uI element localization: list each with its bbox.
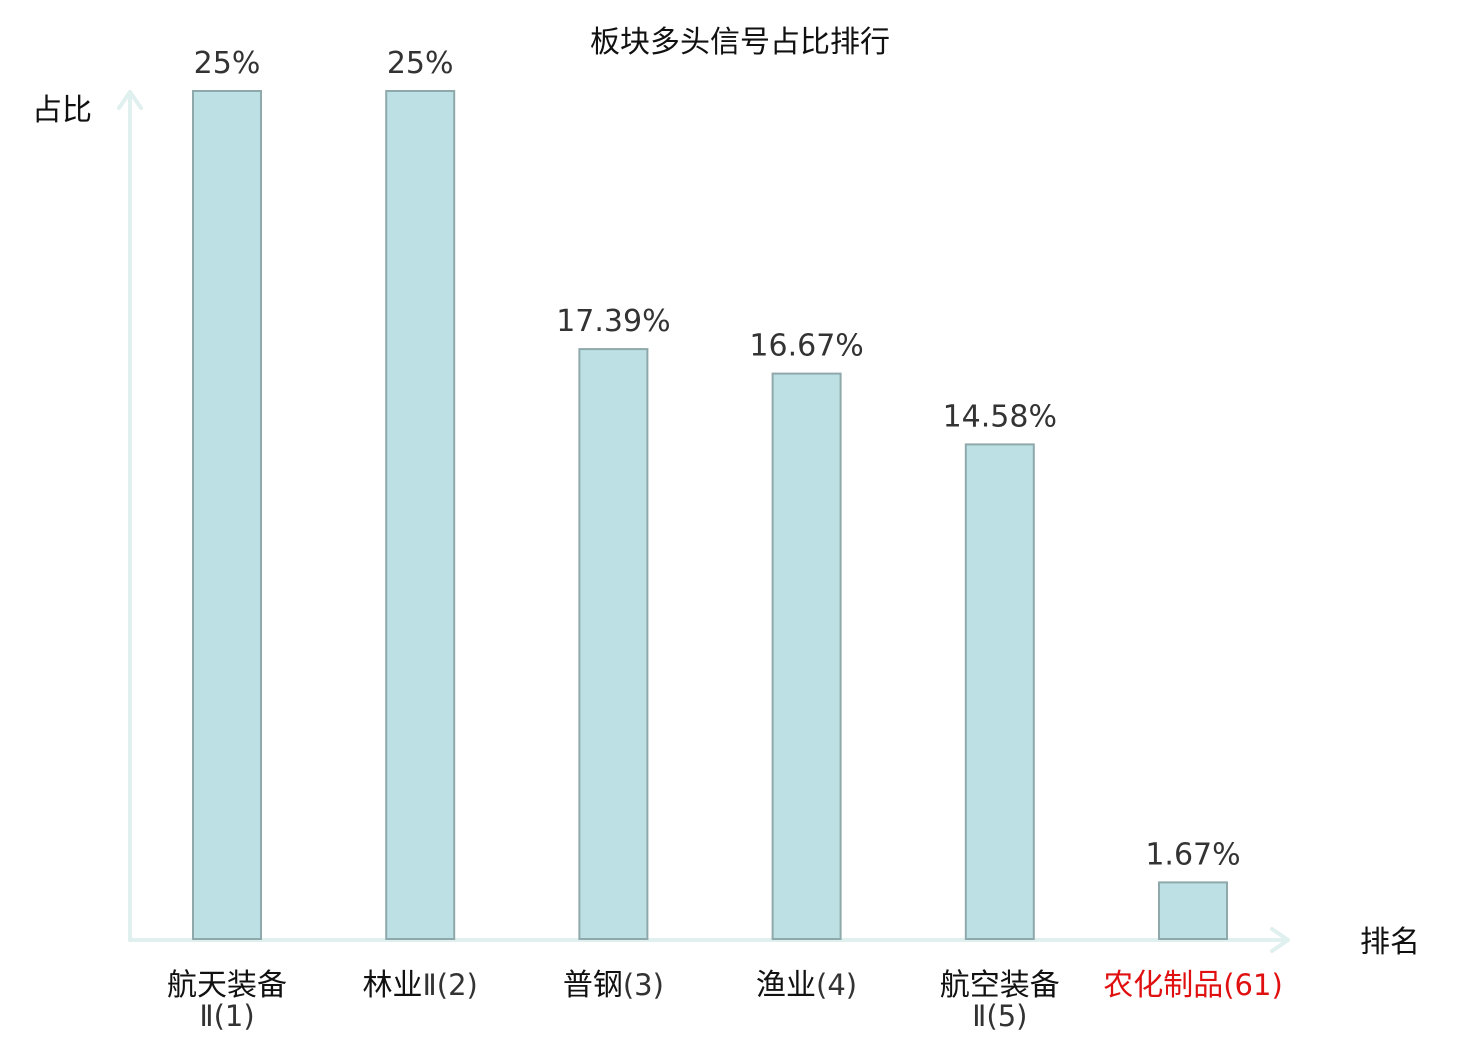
chart-title: 板块多头信号占比排行: [590, 25, 890, 60]
y-axis: [117, 90, 143, 942]
y-axis-arrow-icon: [117, 90, 143, 110]
value-label-1: 25%: [194, 46, 261, 81]
category-rank: (4): [816, 968, 857, 1002]
category-rank: (3): [623, 968, 664, 1002]
bar-2: [385, 90, 456, 940]
category-label-4: 渔业(4): [756, 968, 857, 1003]
value-label-2: 25%: [387, 46, 454, 81]
x-axis-title: 排名: [1360, 925, 1420, 960]
category-rank: Ⅱ(2): [423, 968, 478, 1002]
value-label-4: 16.67%: [749, 329, 863, 364]
value-label-5: 14.58%: [943, 399, 1057, 434]
category-label-5: 航空装备 Ⅱ(5): [940, 968, 1060, 1033]
bar-4: [771, 372, 842, 941]
category-name: 航空装备: [940, 968, 1060, 1003]
category-label-2: 林业Ⅱ(2): [363, 968, 478, 1003]
category-name: 普钢: [563, 968, 623, 1003]
y-axis-title: 占比: [32, 93, 92, 128]
value-labels-layer: 25% 25% 17.39% 16.67% 14.58% 1.67%: [194, 46, 1241, 872]
bar-1: [192, 90, 262, 940]
category-label-6: 农化制品(61): [1103, 968, 1283, 1003]
bar-5: [964, 443, 1035, 940]
bar-6: [1158, 881, 1228, 941]
category-rank: (61): [1223, 968, 1283, 1002]
x-axis-arrow-icon: [1270, 927, 1290, 953]
value-label-3: 17.39%: [556, 304, 670, 339]
category-rank: Ⅱ(1): [199, 999, 254, 1033]
category-rank: Ⅱ(5): [972, 999, 1027, 1033]
category-labels-layer: 航天装备 Ⅱ(1) 林业Ⅱ(2) 普钢(3) 渔业(4) 航空装备 Ⅱ(5) 农化制品(61): [167, 968, 1283, 1033]
category-name: 林业: [363, 968, 423, 1003]
category-label-3: 普钢(3): [563, 968, 664, 1003]
category-name: 农化制品: [1103, 968, 1223, 1003]
category-label-1: 航天装备 Ⅱ(1): [167, 968, 287, 1033]
bar-3: [578, 348, 649, 941]
bars-layer: [192, 90, 1228, 941]
value-label-6: 1.67%: [1145, 837, 1240, 872]
category-name: 航天装备: [167, 968, 287, 1003]
x-axis: [128, 927, 1290, 953]
category-name: 渔业: [756, 968, 816, 1003]
